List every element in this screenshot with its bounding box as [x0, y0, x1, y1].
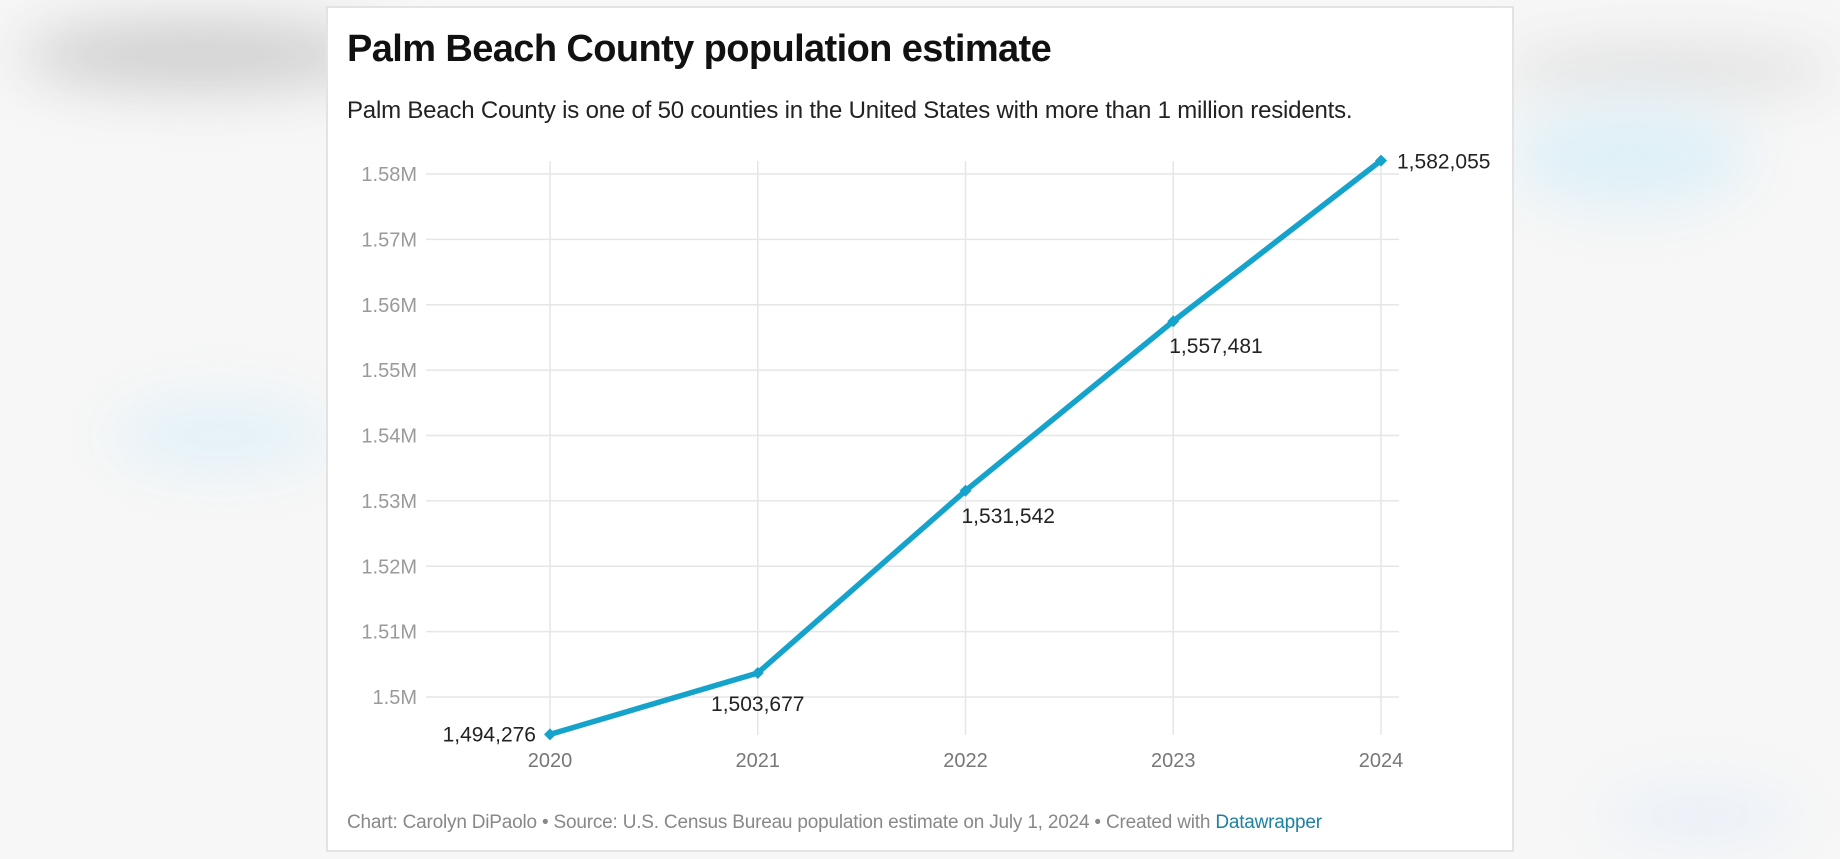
data-point-marker	[1375, 154, 1387, 167]
background-blur-shape	[1600, 790, 1800, 840]
x-axis-labels: 2020 2021 2022 2023 2024	[528, 750, 1404, 772]
chart-title: Palm Beach County population estimate	[347, 28, 1052, 70]
y-tick-label: 1.52M	[361, 556, 417, 578]
data-label: 1,557,481	[1169, 335, 1262, 358]
data-label: 1,503,677	[711, 693, 804, 716]
y-gridlines	[426, 173, 1399, 698]
chart-footer: Chart: Carolyn DiPaolo • Source: U.S. Ce…	[347, 812, 1322, 834]
data-label: 1,494,276	[443, 723, 536, 746]
data-label: 1,531,542	[962, 505, 1055, 528]
footer-separator: •	[1094, 812, 1101, 833]
x-tick-label: 2020	[528, 750, 573, 772]
background-blur-shape	[20, 20, 380, 90]
chart-subtitle: Palm Beach County is one of 50 counties …	[347, 97, 1353, 124]
x-tick-label: 2021	[736, 750, 781, 772]
x-gridlines	[549, 161, 1382, 735]
datawrapper-link[interactable]: Datawrapper	[1215, 812, 1322, 833]
data-point-marker	[751, 666, 764, 679]
created-with-text: Created with	[1105, 812, 1211, 833]
x-tick-label: 2024	[1359, 750, 1404, 772]
footer-separator: •	[542, 812, 549, 833]
background-blur-shape	[1510, 100, 1750, 210]
y-tick-label: 1.5M	[373, 687, 417, 709]
y-tick-label: 1.58M	[361, 164, 417, 186]
chart-credit: Chart: Carolyn DiPaolo	[347, 812, 537, 833]
y-tick-label: 1.51M	[361, 622, 417, 644]
data-label: 1,582,055	[1397, 151, 1490, 174]
data-point-marker	[959, 484, 972, 497]
line-chart: 1.5M 1.51M 1.52M 1.53M 1.54M 1.55M 1.56M 1.57M 1…	[361, 151, 1491, 772]
background-blur-shape	[1500, 45, 1840, 95]
y-tick-label: 1.56M	[361, 295, 417, 317]
y-tick-label: 1.53M	[361, 491, 417, 513]
x-tick-label: 2022	[943, 750, 988, 772]
background-blur-shape	[110, 400, 330, 470]
chart-card: Palm Beach County population estimate Pa…	[326, 6, 1514, 852]
y-axis-labels: 1.5M 1.51M 1.52M 1.53M 1.54M 1.55M 1.56M 1.57M 1…	[361, 164, 417, 709]
series-population	[544, 154, 1387, 741]
data-point-marker	[544, 728, 556, 741]
chart-source: Source: U.S. Census Bureau population es…	[553, 812, 1090, 833]
x-tick-label: 2023	[1151, 750, 1196, 772]
y-tick-label: 1.54M	[361, 426, 417, 448]
data-point-marker	[1167, 315, 1180, 328]
y-tick-label: 1.55M	[361, 360, 417, 382]
data-labels: 1,494,276 1,503,677 1,531,542 1,557,481 1,58…	[443, 151, 1491, 747]
y-tick-label: 1.57M	[361, 229, 417, 251]
